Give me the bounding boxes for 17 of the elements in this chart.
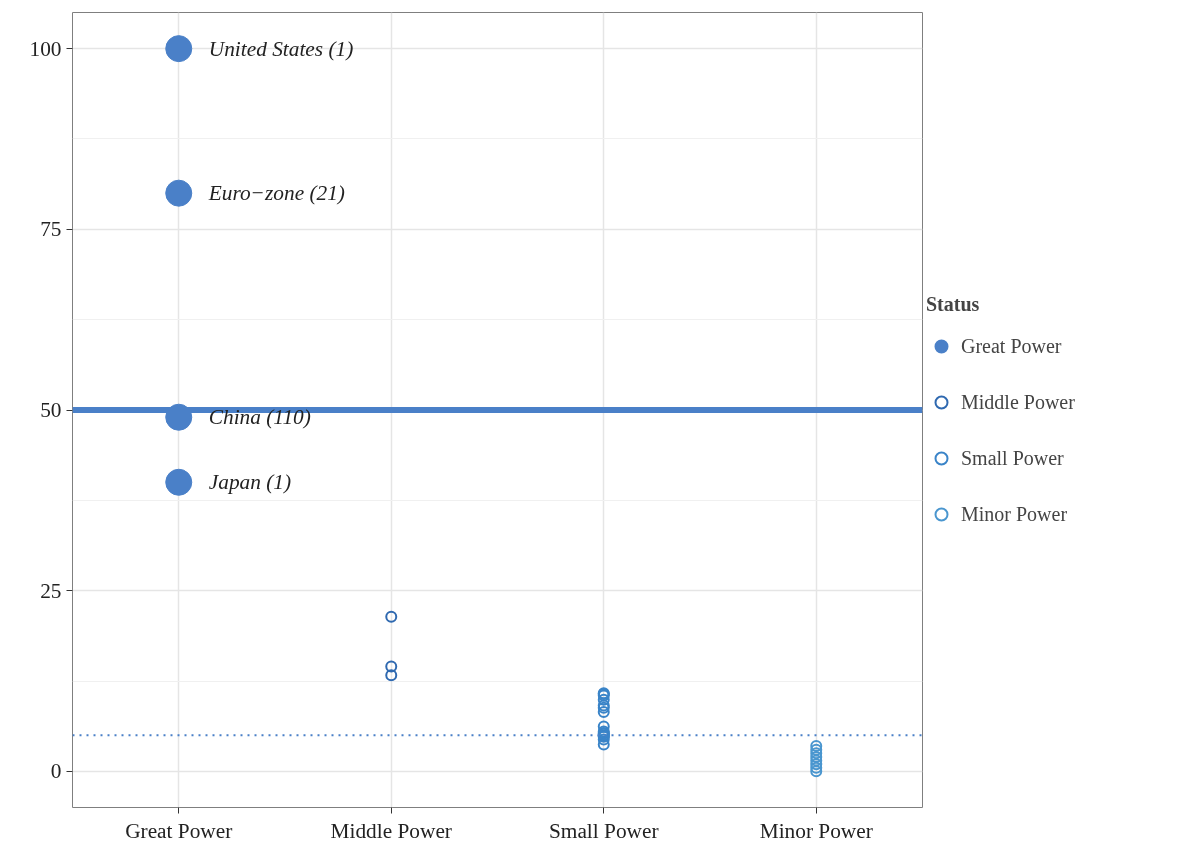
x-tick-label: Middle Power [330, 818, 452, 843]
y-tick-label: 100 [29, 36, 62, 61]
x-tick-label: Small Power [548, 818, 659, 843]
legend-label: Minor Power [961, 501, 1068, 527]
annotation: United States (1) [208, 36, 354, 61]
y-tick-label: 25 [40, 578, 62, 603]
y-tick-label: 0 [50, 759, 62, 784]
annotation: Euro−zone (21) [207, 181, 345, 206]
x-tick-label: Minor Power [759, 818, 873, 843]
y-tick-label: 75 [40, 217, 62, 242]
legend-label: Small Power [961, 445, 1064, 471]
legend-label: Great Power [961, 333, 1062, 359]
y-tick-label: 50 [40, 398, 62, 422]
legend-title: Status [926, 293, 981, 316]
legend-label: Middle Power [961, 389, 1075, 415]
x-tick-label: Great Power [125, 818, 233, 843]
annotation: Japan (1) [208, 470, 292, 495]
